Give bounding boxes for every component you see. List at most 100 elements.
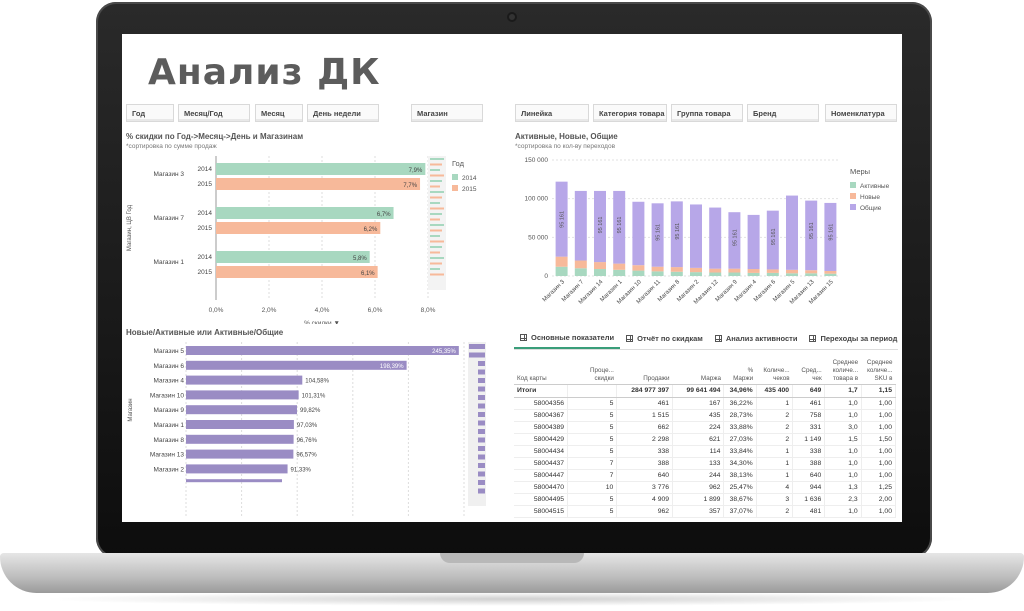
minimap-bar <box>430 163 442 166</box>
filter-4[interactable]: День недели <box>307 104 379 122</box>
y-dimension-label: Магазин, ЦВ Год <box>127 204 133 251</box>
bar-2014 <box>216 163 426 175</box>
column-header[interactable]: % Маржи <box>723 352 757 385</box>
filter-7[interactable]: Категория товара <box>593 104 667 122</box>
minimap-bar <box>430 218 440 221</box>
bar-value-label: 95 161 <box>560 211 566 228</box>
bar-value-label: 95 161 <box>656 224 662 241</box>
table-cell: 1,0 <box>824 397 862 410</box>
column-header[interactable]: Среднее количе... товара в <box>824 352 862 385</box>
column-header[interactable]: Проце... скидки <box>567 352 617 385</box>
data-label: 96,76% <box>297 438 318 444</box>
filter-bar-track <box>826 119 896 121</box>
filter-label: Месяц/Год <box>184 109 223 118</box>
minimap-bar <box>478 429 485 434</box>
category-label: Магазин 8 <box>154 437 185 444</box>
tab-main-indicators[interactable]: Основные показатели <box>514 328 621 349</box>
column-header[interactable]: Среднее количе... SKU в <box>861 352 896 385</box>
ratio-bar <box>186 346 459 355</box>
filter-bar-track <box>594 119 666 121</box>
filter-6[interactable]: Линейка <box>515 104 589 122</box>
y-tick-label: 150 000 <box>525 157 549 164</box>
table-cell: 962 <box>616 505 674 519</box>
total-cell: 649 <box>792 384 826 398</box>
table-row[interactable]: 58004367 5 1 515 435 28,73% 2 758 1,0 1,00 <box>514 409 897 422</box>
table-cell: 640 <box>616 469 674 483</box>
tab-transitions[interactable]: Переходы за период <box>803 328 902 349</box>
year-label: 2014 <box>198 254 213 261</box>
legend-swatch <box>850 193 856 199</box>
table-cell: 1 <box>756 397 794 410</box>
bar-Новые <box>690 267 702 273</box>
filter-3[interactable]: Месяц <box>255 104 303 122</box>
table-cell: 1 636 <box>792 493 826 507</box>
total-cell: 1,7 <box>824 384 862 398</box>
table-cell: 1,0 <box>824 409 862 422</box>
ratio-bar <box>186 434 294 444</box>
discount-chart[interactable]: Магазин, ЦВ Год 0,0% 2,0% 4,0% 6,0% 8,0% % ски… <box>122 152 507 324</box>
table-cell: 5 <box>567 397 618 410</box>
x-tick-label: 2,0% <box>262 307 277 314</box>
table-cell: 3,0 <box>824 421 862 434</box>
table-row[interactable]: 58004434 5 338 114 33,84% 1 338 1,0 1,00 <box>514 445 897 458</box>
column-header[interactable]: Код карты <box>514 352 568 385</box>
ratio-bar <box>186 390 299 400</box>
data-label: 6,7% <box>377 212 391 218</box>
bar-Новые <box>555 256 568 267</box>
table-cell: 2 298 <box>616 433 674 446</box>
table-cell: 1 149 <box>792 433 826 446</box>
filter-5[interactable]: Магазин <box>411 104 483 122</box>
table-row[interactable]: 58004515 5 962 357 37,07% 2 481 1,0 1,00 <box>514 505 897 519</box>
table-row[interactable]: 58004389 5 662 224 33,88% 2 331 3,0 1,00 <box>514 421 897 434</box>
bar-Общие <box>728 212 741 269</box>
table-row[interactable]: 58004495 5 4 909 1 899 38,67% 3 1 636 2,3 2,00 <box>514 493 897 507</box>
table-cell: 435 <box>672 409 725 422</box>
category-label: Магазин 4 <box>154 378 185 385</box>
bar-2015 <box>216 222 381 234</box>
x-axis-label: % скидки ▼ <box>304 320 340 324</box>
bar-value-label: 95 161 <box>617 217 623 234</box>
tab-discount-report[interactable]: Отчёт по скидкам <box>620 328 709 349</box>
table-cell: 481 <box>792 505 826 519</box>
filter-10[interactable]: Номенклатура <box>825 104 897 122</box>
table-row[interactable]: 58004429 5 2 298 621 27,03% 2 1 149 1,5 1,50 <box>514 433 897 446</box>
table-cell: 38,13% <box>723 469 757 483</box>
minimap-bar <box>430 246 442 248</box>
filter-1[interactable]: Год <box>126 104 174 122</box>
table-cell: 388 <box>792 457 826 471</box>
filter-bar-track <box>516 119 588 121</box>
category-label: Магазин 9 <box>154 407 185 414</box>
filter-label: Группа товара <box>677 109 731 118</box>
bar-value-label: 95 161 <box>598 217 604 234</box>
tab-activity-analysis[interactable]: Анализ активности <box>709 328 804 349</box>
filter-8[interactable]: Группа товара <box>671 104 743 122</box>
table-cell: 1,00 <box>861 421 897 434</box>
table-cell: 1 <box>756 457 794 471</box>
ratio-chart[interactable]: Магазин0,00%50,00%100,00%150,00%200,00%2… <box>122 338 507 520</box>
column-header[interactable]: Продажи <box>616 352 673 385</box>
filter-label: Бренд <box>753 109 777 118</box>
minimap-bar <box>478 463 485 468</box>
table-cell: 331 <box>792 421 826 434</box>
column-header[interactable]: Количе... чеков <box>756 352 793 385</box>
table-row[interactable]: 58004437 7 388 133 34,30% 1 388 1,0 1,00 <box>514 457 897 471</box>
filter-label: Номенклатура <box>831 109 885 118</box>
table-row[interactable]: 58004470 10 3 776 962 25,47% 4 944 1,3 1,25 <box>514 481 897 495</box>
ratio-chart-title: Новые/Активные или Активные/Общие <box>126 328 284 337</box>
column-header[interactable]: Сред... чек <box>792 352 825 385</box>
minimap-bar <box>430 180 442 182</box>
table-cell: 4 909 <box>616 493 674 507</box>
table-cell: 640 <box>792 469 826 483</box>
table-row[interactable]: 58004447 7 640 244 38,13% 1 640 1,0 1,00 <box>514 469 897 483</box>
filter-9[interactable]: Бренд <box>747 104 819 122</box>
table-row[interactable]: 58004356 5 461 167 36,22% 1 461 1,0 1,00 <box>514 397 897 410</box>
table-cell: 1 899 <box>672 493 725 507</box>
laptop-notch <box>440 553 584 563</box>
table-cell: 2 <box>756 505 794 519</box>
bar-Новые <box>613 263 626 270</box>
column-header[interactable]: Маржа <box>672 352 724 385</box>
filter-2[interactable]: Месяц/Год <box>178 104 250 122</box>
data-label: 101,31% <box>302 393 326 399</box>
data-label: 97,03% <box>297 423 318 429</box>
